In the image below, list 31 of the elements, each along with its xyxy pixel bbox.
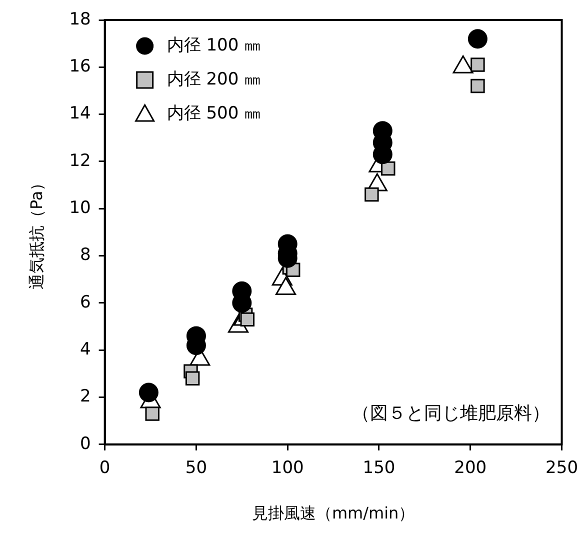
y-tick-label: 14 [69, 104, 91, 124]
legend-label: 内径 500 ㎜ [166, 103, 262, 124]
y-tick-label: 2 [80, 386, 91, 407]
point [240, 312, 255, 327]
x-tick-label: 50 [185, 458, 208, 478]
x-axis-title: 見掛風速（mm/min） [252, 504, 415, 523]
point [470, 78, 485, 94]
x-tick-label: 150 [362, 458, 396, 478]
point [145, 406, 160, 421]
point [381, 161, 396, 176]
y-tick-label: 0 [80, 434, 91, 454]
y-tick-label: 6 [80, 292, 91, 312]
y-tick-label: 10 [69, 198, 91, 218]
y-tick-label: 18 [69, 9, 91, 30]
annotation: （図５と同じ堆肥原料） [352, 403, 550, 424]
point [138, 382, 158, 402]
point [468, 29, 488, 49]
y-tick-label: 12 [69, 150, 91, 171]
x-tick-label: 250 [546, 458, 578, 478]
x-tick-label: 100 [271, 458, 304, 478]
x-tick-label: 0 [99, 458, 110, 478]
point [364, 187, 379, 202]
point [185, 371, 200, 386]
y-tick-label: 4 [80, 340, 91, 360]
point [470, 58, 485, 72]
legend-label: 内径 200 ㎜ [166, 69, 262, 90]
y-tick-label: 8 [80, 245, 91, 266]
legend-label: 内径 100 ㎜ [166, 35, 262, 56]
y-axis-title: 通気抵抗（Pa） [26, 174, 46, 290]
y-tick-label: 16 [69, 56, 91, 77]
x-tick-label: 200 [454, 458, 487, 478]
